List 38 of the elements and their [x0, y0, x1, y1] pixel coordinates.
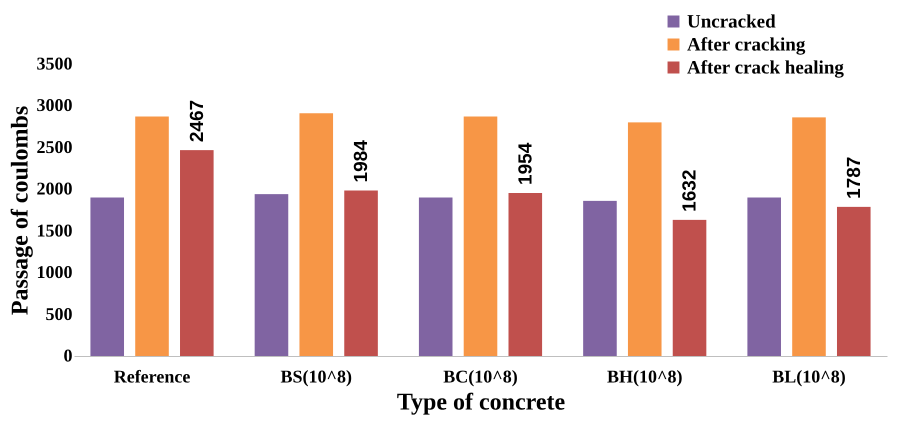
- y-tick-label: 2500: [36, 136, 72, 157]
- y-tick-label: 1500: [36, 220, 72, 240]
- bar: [299, 113, 334, 356]
- y-tick-label: 2000: [36, 178, 72, 199]
- bar: [180, 150, 214, 356]
- bar: [583, 200, 617, 356]
- data-label: 1632: [680, 170, 701, 212]
- y-tick-label: 3000: [36, 95, 72, 116]
- bar: [628, 122, 662, 356]
- bar: [464, 116, 498, 356]
- bar: [418, 197, 453, 356]
- x-tick-label: BC(10^8): [443, 366, 518, 386]
- x-tick-label: BS(10^8): [280, 366, 352, 386]
- x-tick-label: BH(10^8): [607, 366, 682, 386]
- legend-label: After crack healing: [687, 58, 844, 78]
- x-tick-label: BL(10^8): [772, 366, 846, 386]
- bar: [792, 117, 826, 356]
- bar: [90, 197, 124, 356]
- x-tick-label: Reference: [114, 366, 190, 386]
- legend-label: After cracking: [687, 34, 806, 56]
- y-tick-label: 0: [64, 346, 72, 366]
- x-axis-title: Type of concrete: [396, 390, 566, 416]
- bar: [747, 197, 781, 356]
- y-tick-label: 500: [46, 304, 72, 324]
- bar: [344, 190, 378, 356]
- y-tick-label: 1000: [36, 262, 72, 282]
- bar: [836, 206, 871, 356]
- data-label: 1954: [515, 142, 536, 185]
- bar: [508, 192, 542, 356]
- data-label: 1984: [351, 140, 372, 182]
- y-tick-label: 3500: [36, 54, 72, 74]
- legend-label: Uncracked: [687, 12, 776, 32]
- y-axis-title: Passage of coulombs: [8, 106, 34, 316]
- bar: [672, 220, 706, 356]
- data-label: 1787: [844, 156, 865, 199]
- bar: [254, 194, 288, 356]
- data-label: 2467: [186, 100, 208, 142]
- bar: [135, 116, 169, 356]
